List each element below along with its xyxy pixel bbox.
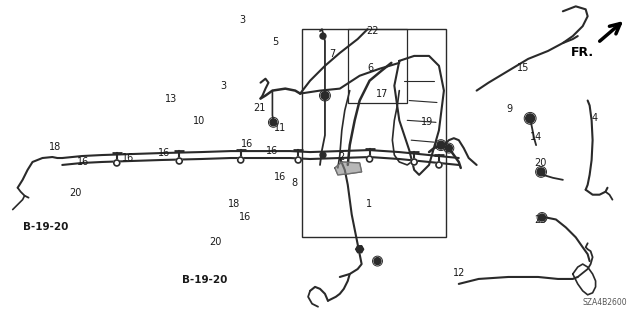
Text: FR.: FR. [570, 46, 593, 59]
Text: 5: 5 [273, 38, 278, 48]
Text: 20: 20 [534, 158, 547, 168]
Text: 11: 11 [274, 123, 286, 133]
Text: 3: 3 [220, 81, 226, 91]
Circle shape [436, 162, 442, 168]
Text: 15: 15 [517, 63, 529, 73]
Text: 1: 1 [367, 199, 372, 209]
Text: B-19-20: B-19-20 [23, 221, 68, 232]
Text: 16: 16 [266, 146, 278, 156]
Circle shape [321, 92, 329, 100]
Text: 16: 16 [77, 157, 90, 167]
Text: 8: 8 [292, 178, 298, 188]
Text: B-19-20: B-19-20 [182, 275, 227, 285]
Text: 10: 10 [193, 116, 205, 126]
Text: 16: 16 [159, 148, 171, 158]
Text: 16: 16 [274, 172, 286, 182]
Text: 16: 16 [122, 153, 134, 163]
Text: 6: 6 [368, 63, 374, 73]
Circle shape [367, 156, 372, 162]
Text: 21: 21 [253, 103, 266, 113]
Text: 12: 12 [453, 268, 466, 278]
Text: 20: 20 [209, 237, 221, 247]
Circle shape [270, 119, 277, 126]
Text: 4: 4 [591, 113, 598, 123]
Text: 17: 17 [376, 89, 388, 99]
Circle shape [411, 159, 417, 165]
Text: 18: 18 [228, 199, 241, 209]
Bar [348, 29, 407, 103]
Circle shape [525, 114, 534, 123]
Polygon shape [356, 246, 364, 253]
Circle shape [445, 145, 452, 152]
Text: 16: 16 [241, 139, 253, 149]
Circle shape [320, 152, 326, 158]
Text: SZA4B2600: SZA4B2600 [582, 298, 627, 307]
Text: 19: 19 [420, 117, 433, 127]
Circle shape [539, 214, 545, 221]
Text: 3: 3 [239, 15, 246, 25]
Text: 22: 22 [366, 26, 378, 36]
Text: 14: 14 [529, 132, 542, 142]
Circle shape [437, 141, 445, 149]
Text: 20: 20 [70, 188, 82, 198]
Circle shape [114, 160, 120, 166]
Text: 23: 23 [534, 215, 547, 225]
Text: 13: 13 [164, 94, 177, 104]
Circle shape [320, 33, 326, 39]
Text: 2: 2 [338, 152, 344, 162]
Text: 16: 16 [239, 212, 252, 222]
Polygon shape [335, 162, 362, 175]
Bar [302, 29, 446, 237]
Circle shape [237, 157, 244, 163]
Circle shape [374, 258, 381, 264]
Circle shape [295, 157, 301, 163]
Text: 9: 9 [506, 104, 512, 114]
Text: 18: 18 [49, 142, 61, 152]
Circle shape [176, 158, 182, 164]
Text: 7: 7 [330, 48, 336, 59]
Circle shape [537, 168, 545, 176]
